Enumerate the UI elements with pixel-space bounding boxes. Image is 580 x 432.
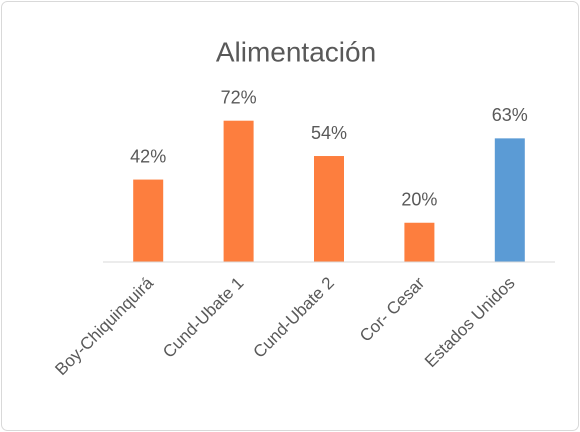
bar bbox=[133, 179, 164, 262]
data-label: 54% bbox=[311, 123, 347, 143]
bar bbox=[494, 138, 525, 262]
bar bbox=[223, 120, 254, 262]
data-label: 63% bbox=[492, 105, 528, 125]
bar bbox=[404, 222, 435, 262]
data-label: 20% bbox=[401, 190, 437, 210]
chart-title: Alimentación bbox=[216, 36, 376, 67]
data-label: 72% bbox=[221, 87, 257, 107]
data-label: 42% bbox=[130, 146, 166, 166]
bar bbox=[314, 156, 344, 262]
